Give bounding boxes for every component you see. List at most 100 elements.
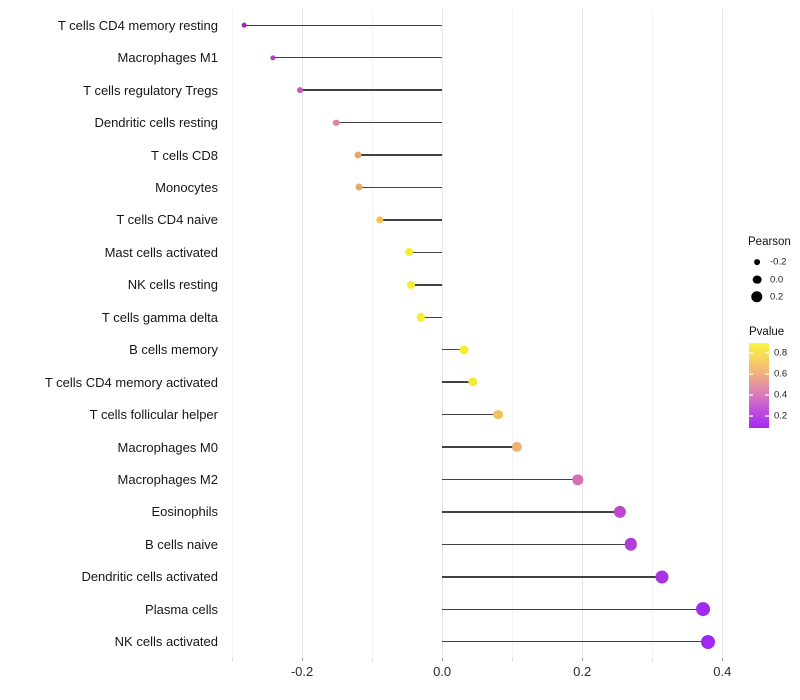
lollipop-point — [572, 473, 584, 486]
axis-tick-minor — [652, 658, 654, 661]
lollipop-stem — [411, 284, 443, 286]
pvalue-colorbar-tick — [749, 394, 753, 396]
lollipop-point — [511, 441, 523, 453]
lollipop-stem — [442, 511, 621, 513]
lollipop-stem — [442, 413, 499, 416]
x-axis-tick-label: 0.2 — [573, 664, 592, 679]
lollipop-point — [459, 345, 469, 355]
y-axis-category-label: Macrophages M2 — [117, 472, 218, 488]
lollipop-stem — [243, 24, 443, 26]
axis-tick-major — [442, 658, 444, 661]
lollipop-stem — [299, 89, 443, 91]
axis-tick-minor — [512, 658, 514, 661]
gridline-minor — [232, 9, 233, 658]
pearson-size-key-label: -0.2 — [770, 256, 787, 268]
gridline-minor — [512, 9, 514, 658]
lollipop-stem — [442, 641, 709, 643]
x-axis-tick-label: 0.0 — [433, 664, 452, 679]
pearson-size-key-dot — [754, 259, 760, 265]
gridline-major — [442, 9, 444, 658]
pvalue-colorbar-tick — [765, 373, 769, 375]
pvalue-legend-title: Pvalue — [749, 326, 785, 338]
y-axis-category-label: Macrophages M0 — [117, 439, 218, 455]
pearson-size-key-label: 0.2 — [770, 291, 784, 303]
lollipop-point — [655, 570, 669, 584]
y-axis-category-label: T cells gamma delta — [101, 309, 218, 325]
y-axis-category-label: Plasma cells — [145, 601, 218, 617]
lollipop-point — [269, 55, 276, 61]
lollipop-stem — [442, 608, 704, 611]
lollipop-point — [333, 119, 340, 126]
lollipop-stem — [359, 186, 443, 189]
pearson-legend-title: Pearson — [748, 236, 791, 248]
lollipop-stem — [442, 576, 663, 578]
lollipop-point — [407, 280, 416, 289]
y-axis-category-label: Monocytes — [155, 179, 218, 195]
y-axis-category-label: B cells memory — [129, 342, 218, 358]
lollipop-point — [354, 151, 362, 159]
y-axis-category-label: T cells regulatory Tregs — [83, 82, 218, 98]
lollipop-point — [241, 22, 247, 28]
pvalue-colorbar-tick — [749, 352, 753, 354]
lollipop-point — [355, 183, 363, 191]
y-axis-category-label: B cells naive — [145, 536, 218, 552]
lollipop-stem — [358, 154, 443, 156]
y-axis-category-label: T cells CD4 naive — [116, 212, 218, 228]
lollipop-point — [405, 248, 414, 257]
y-axis-category-label: Dendritic cells activated — [81, 569, 218, 585]
axis-tick-major — [302, 658, 304, 661]
lollipop-stem — [409, 251, 443, 254]
lollipop-point — [416, 313, 426, 322]
lollipop-point — [297, 87, 303, 94]
pvalue-colorbar-tick — [765, 394, 769, 396]
y-axis-category-label: NK cells resting — [127, 277, 218, 293]
gridline-minor — [652, 9, 654, 658]
gridline-minor — [372, 9, 374, 658]
lollipop-point — [701, 634, 716, 649]
y-axis-category-label: T cells follicular helper — [89, 407, 218, 423]
lollipop-stem — [442, 446, 518, 448]
lollipop-point — [624, 538, 637, 551]
lollipop-stem — [442, 478, 578, 481]
lollipop-point — [468, 377, 478, 387]
lollipop-stem — [272, 56, 443, 59]
axis-tick-major — [722, 658, 724, 661]
gridline-major — [722, 9, 724, 658]
pvalue-colorbar-tick-label: 0.4 — [774, 389, 788, 401]
lollipop-point — [493, 409, 504, 420]
gridline-major — [582, 9, 584, 658]
pvalue-colorbar — [749, 343, 769, 428]
lollipop-stem — [442, 543, 631, 546]
lollipop-stem — [336, 121, 443, 124]
pearson-size-key-label: 0.0 — [770, 274, 784, 285]
pvalue-colorbar-tick — [765, 415, 769, 417]
pvalue-colorbar-tick — [765, 352, 769, 354]
pvalue-colorbar-tick — [749, 415, 753, 417]
lollipop-stem — [442, 381, 473, 383]
y-axis-category-label: Dendritic cells resting — [94, 115, 218, 131]
pvalue-colorbar-tick-label: 0.8 — [774, 347, 788, 359]
pvalue-colorbar-tick — [749, 373, 753, 375]
pearson-size-key-dot — [751, 291, 763, 303]
lollipop-stem — [442, 349, 464, 351]
y-axis-category-label: T cells CD4 memory resting — [57, 17, 218, 33]
pvalue-colorbar-tick-label: 0.2 — [774, 410, 788, 422]
pvalue-colorbar-tick-label: 0.6 — [774, 368, 788, 380]
x-axis-tick-label: -0.2 — [290, 664, 314, 679]
y-axis-category-label: T cells CD8 — [151, 147, 218, 163]
y-axis-category-label: Mast cells activated — [104, 244, 218, 260]
lollipop-point — [696, 602, 711, 617]
y-axis-category-label: T cells CD4 memory activated — [44, 374, 218, 390]
pearson-size-key-dot — [752, 275, 762, 284]
lollipop-stem — [379, 219, 443, 221]
y-axis-category-label: NK cells activated — [114, 634, 218, 650]
y-axis-category-label: Macrophages M1 — [117, 50, 218, 66]
gridline-major — [302, 9, 304, 658]
lollipop-point — [376, 216, 384, 224]
x-axis-tick-label: 0.4 — [713, 664, 732, 679]
axis-tick-major — [582, 658, 584, 661]
lollipop-point — [613, 505, 627, 519]
axis-tick-minor — [372, 658, 374, 661]
lollipop-stem — [421, 316, 443, 318]
